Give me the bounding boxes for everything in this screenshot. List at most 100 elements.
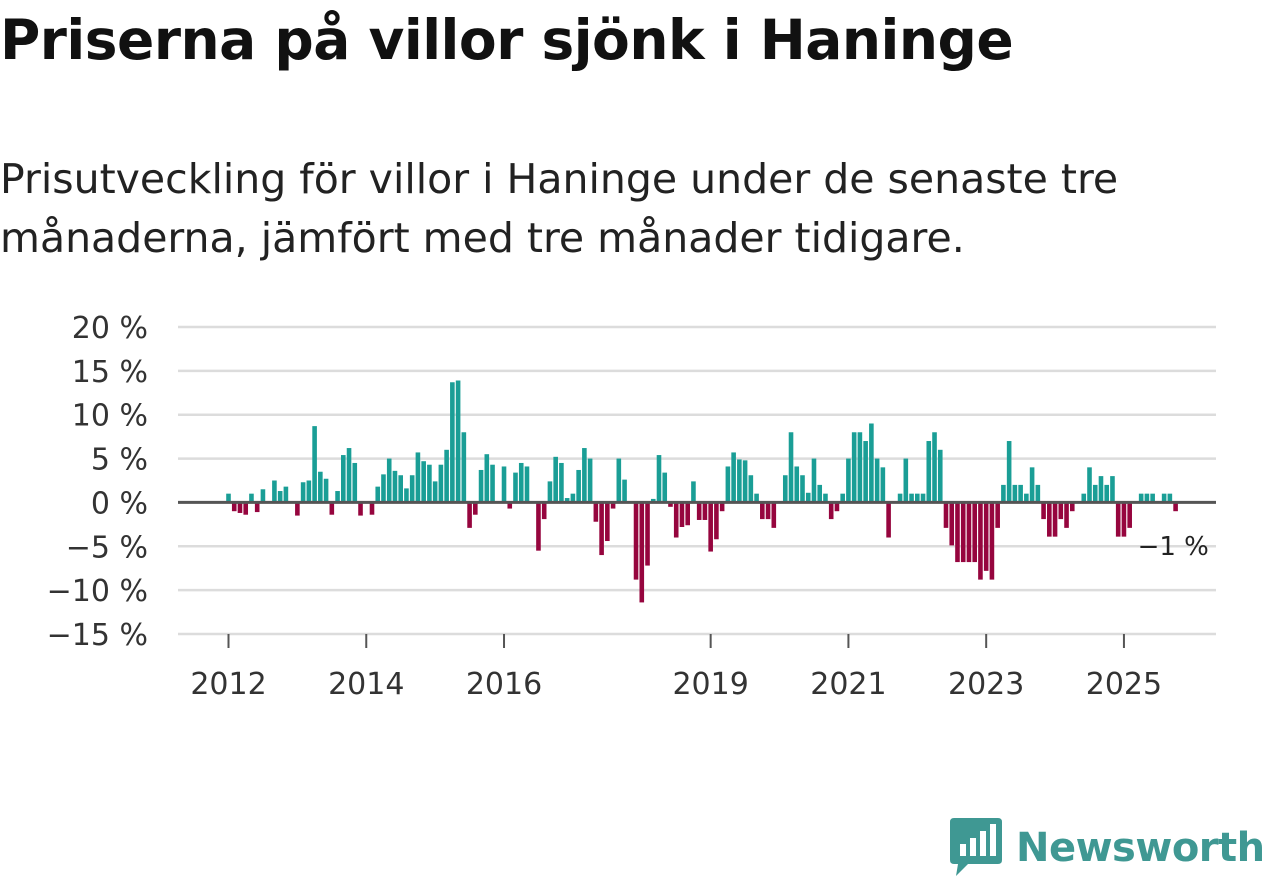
bar <box>949 502 955 546</box>
bar <box>306 480 312 503</box>
bar <box>725 466 731 503</box>
bar <box>318 471 323 503</box>
bar <box>834 502 840 512</box>
bar <box>874 458 880 503</box>
y-tick-label: −10 % <box>47 574 148 609</box>
chart-bars <box>226 380 1178 603</box>
bar <box>937 449 943 503</box>
bar <box>295 502 300 516</box>
bar <box>983 502 989 571</box>
bar <box>559 462 564 503</box>
bar <box>702 502 708 520</box>
bar <box>467 502 472 528</box>
bar <box>1047 502 1052 537</box>
bar <box>300 482 306 503</box>
bar <box>237 502 243 513</box>
bar <box>599 502 604 556</box>
newsworthy-logo: Newsworthy <box>950 818 1262 878</box>
bar <box>1035 484 1041 503</box>
bar <box>731 452 736 503</box>
bar <box>765 502 771 520</box>
bar <box>909 493 914 503</box>
bar <box>662 472 668 503</box>
bar <box>329 502 335 515</box>
bar <box>915 493 920 503</box>
bar <box>513 472 518 503</box>
y-tick-label: 15 % <box>72 355 148 390</box>
bar <box>828 502 834 520</box>
bar <box>633 502 639 580</box>
bar <box>742 460 748 503</box>
bar <box>409 475 415 503</box>
bar <box>639 502 645 603</box>
bar <box>714 502 719 540</box>
y-tick-label: −15 % <box>47 618 148 653</box>
bar <box>570 493 576 503</box>
bar <box>886 502 891 538</box>
bar <box>335 491 340 503</box>
bar <box>1064 502 1069 528</box>
bar <box>507 502 513 509</box>
bar <box>231 502 237 512</box>
bar <box>679 502 685 527</box>
bar <box>455 380 461 503</box>
bar <box>444 449 449 503</box>
bar <box>943 502 949 528</box>
bar <box>1087 467 1092 503</box>
y-tick-label: 5 % <box>91 443 148 478</box>
bar <box>840 493 845 503</box>
bar <box>358 502 363 516</box>
bar <box>897 493 903 503</box>
bar <box>760 502 765 520</box>
bar <box>1092 484 1098 503</box>
bar <box>547 481 553 503</box>
x-tick-label: 2023 <box>948 667 1024 702</box>
bar <box>587 458 593 503</box>
latest-value-label: −1 % <box>1138 532 1209 562</box>
bar <box>438 464 444 503</box>
bar <box>260 489 266 503</box>
x-tick-label: 2012 <box>190 667 266 702</box>
bar <box>415 452 421 503</box>
x-axis-ticks: 2012 2014 2016 2019 2021 2023 2025 <box>190 634 1162 702</box>
bar <box>989 502 995 580</box>
y-tick-label: 10 % <box>72 399 148 434</box>
bar <box>823 493 828 503</box>
bar <box>719 502 725 512</box>
bar <box>518 462 524 503</box>
bar <box>782 475 788 503</box>
chart-gridlines <box>178 325 1216 636</box>
bar <box>392 470 398 503</box>
bar <box>490 464 495 503</box>
bar <box>1098 476 1104 503</box>
bar <box>685 502 690 526</box>
bar <box>541 502 547 520</box>
bar <box>800 475 805 503</box>
bar <box>1058 502 1064 520</box>
bar <box>920 493 926 503</box>
bar <box>857 432 863 503</box>
bar <box>1018 484 1023 503</box>
bar <box>903 458 909 503</box>
bar <box>432 481 438 503</box>
bar <box>771 502 777 528</box>
bar <box>605 502 610 542</box>
bar <box>1110 476 1115 503</box>
bar <box>880 467 886 503</box>
bar <box>524 466 530 503</box>
bar <box>404 488 409 503</box>
bar <box>754 493 759 503</box>
bar <box>794 466 800 503</box>
chart-title: Priserna på villor sjönk i Haninge <box>0 8 1014 72</box>
price-change-bar-chart: 20 %15 %10 %5 %0 %−5 %−10 %−15 % 2012 201… <box>47 311 1216 702</box>
bar <box>622 479 627 503</box>
y-tick-label: 0 % <box>91 486 148 521</box>
bar <box>1104 484 1110 503</box>
bar <box>478 469 484 503</box>
bar <box>668 502 673 507</box>
bar <box>1069 502 1075 512</box>
bar <box>1150 493 1155 503</box>
bar <box>696 502 702 520</box>
bar <box>226 493 231 503</box>
bar <box>851 432 857 503</box>
